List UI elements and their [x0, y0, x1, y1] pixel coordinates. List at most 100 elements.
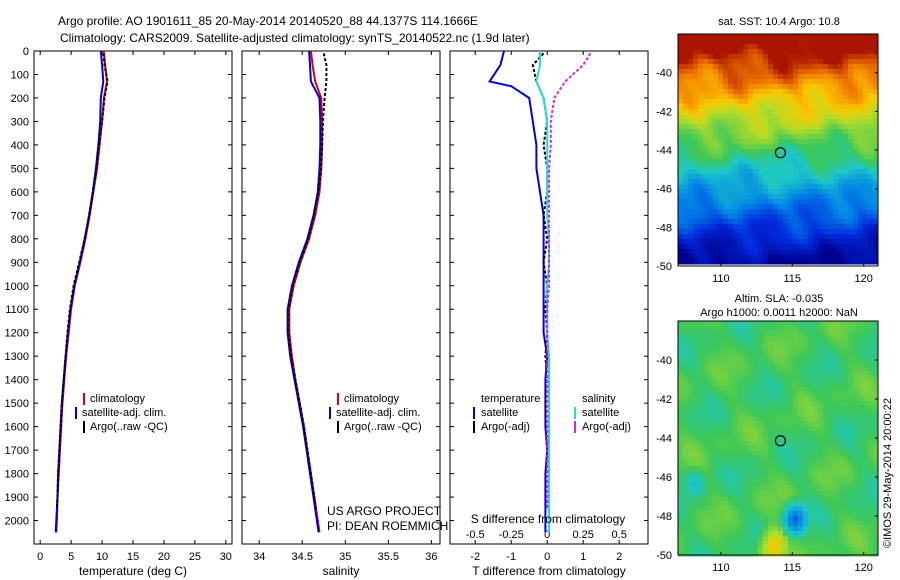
map-cell: [808, 119, 814, 125]
map-cell: [683, 34, 689, 40]
map-cell: [778, 129, 784, 135]
map-cell: [833, 44, 839, 50]
map-cell: [753, 249, 759, 255]
map-cell: [733, 431, 739, 437]
map-cell: [833, 74, 839, 80]
map-cell: [703, 79, 709, 85]
map-cell: [678, 321, 684, 327]
map-cell: [753, 204, 759, 210]
map-cell: [743, 471, 749, 477]
map-cell: [803, 149, 809, 155]
map-cell: [708, 441, 714, 447]
map-cell: [698, 159, 704, 165]
map-cell: [803, 436, 809, 442]
map-cell: [863, 341, 869, 347]
map-cell: [773, 84, 779, 90]
map-cell: [688, 134, 694, 140]
map-cell: [728, 259, 734, 265]
map-cell: [803, 476, 809, 482]
map-cell: [748, 154, 754, 160]
map-cell: [858, 506, 864, 512]
map-cell: [783, 59, 789, 65]
map-cell: [788, 396, 794, 402]
map-cell: [843, 159, 849, 165]
map-cell: [818, 129, 824, 135]
map-cell: [708, 64, 714, 70]
map-cell: [838, 234, 844, 240]
map-cell: [868, 436, 874, 442]
map-cell: [853, 446, 859, 452]
map-cell: [838, 541, 844, 547]
map-cell: [873, 34, 879, 40]
map-cell: [858, 189, 864, 195]
map-cell: [773, 356, 779, 362]
map-cell: [828, 199, 834, 205]
map-cell: [708, 179, 714, 185]
map-cell: [713, 541, 719, 547]
map-cell: [783, 506, 789, 512]
map-cell: [803, 441, 809, 447]
map-cell: [703, 331, 709, 337]
map-cell: [848, 69, 854, 75]
map-cell: [718, 59, 724, 65]
map-cell: [803, 224, 809, 230]
map-cell: [708, 204, 714, 210]
map-cell: [728, 139, 734, 145]
map-cell: [843, 179, 849, 185]
map-cell: [838, 194, 844, 200]
map-cell: [763, 129, 769, 135]
map-cell: [853, 239, 859, 245]
map-cell: [798, 401, 804, 407]
map-cell: [688, 361, 694, 367]
map-cell: [783, 39, 789, 45]
map-cell: [788, 184, 794, 190]
map-cell: [853, 84, 859, 90]
map-cell: [833, 511, 839, 517]
map-cell: [683, 129, 689, 135]
map-cell: [718, 506, 724, 512]
map-cell: [838, 244, 844, 250]
map-cell: [768, 386, 774, 392]
map-cell: [828, 144, 834, 150]
map-cell: [778, 421, 784, 427]
map-cell: [698, 39, 704, 45]
map-cell: [688, 486, 694, 492]
map-cell: [783, 259, 789, 265]
map-cell: [788, 154, 794, 160]
map-cell: [838, 416, 844, 422]
map-cell: [683, 64, 689, 70]
map-cell: [798, 84, 804, 90]
map-cell: [708, 391, 714, 397]
map-cell: [708, 421, 714, 427]
map-cell: [678, 331, 684, 337]
map-cell: [858, 184, 864, 190]
map-cell: [823, 189, 829, 195]
map-cell: [838, 84, 844, 90]
map-cell: [828, 194, 834, 200]
map-cell: [723, 99, 729, 105]
y-tick-label: 2000: [5, 516, 29, 528]
map-cell: [768, 179, 774, 185]
map-cell: [858, 516, 864, 522]
map-cell: [848, 396, 854, 402]
map-cell: [828, 229, 834, 235]
map-cell: [813, 169, 819, 175]
map-cell: [733, 391, 739, 397]
map-cell: [683, 461, 689, 467]
map-cell: [728, 361, 734, 367]
map-cell: [828, 396, 834, 402]
map-cell: [798, 54, 804, 60]
map-cell: [738, 114, 744, 120]
map-cell: [768, 541, 774, 547]
map-cell: [848, 44, 854, 50]
sst-map: 110 115 120-40-42-44-46-48-50: [656, 34, 879, 285]
map-cell: [738, 244, 744, 250]
map-cell: [833, 194, 839, 200]
map-cell: [703, 406, 709, 412]
map-cell: [748, 194, 754, 200]
map-cell: [853, 254, 859, 260]
map-cell: [738, 321, 744, 327]
map-cell: [753, 516, 759, 522]
map-cell: [723, 411, 729, 417]
map-cell: [718, 49, 724, 55]
